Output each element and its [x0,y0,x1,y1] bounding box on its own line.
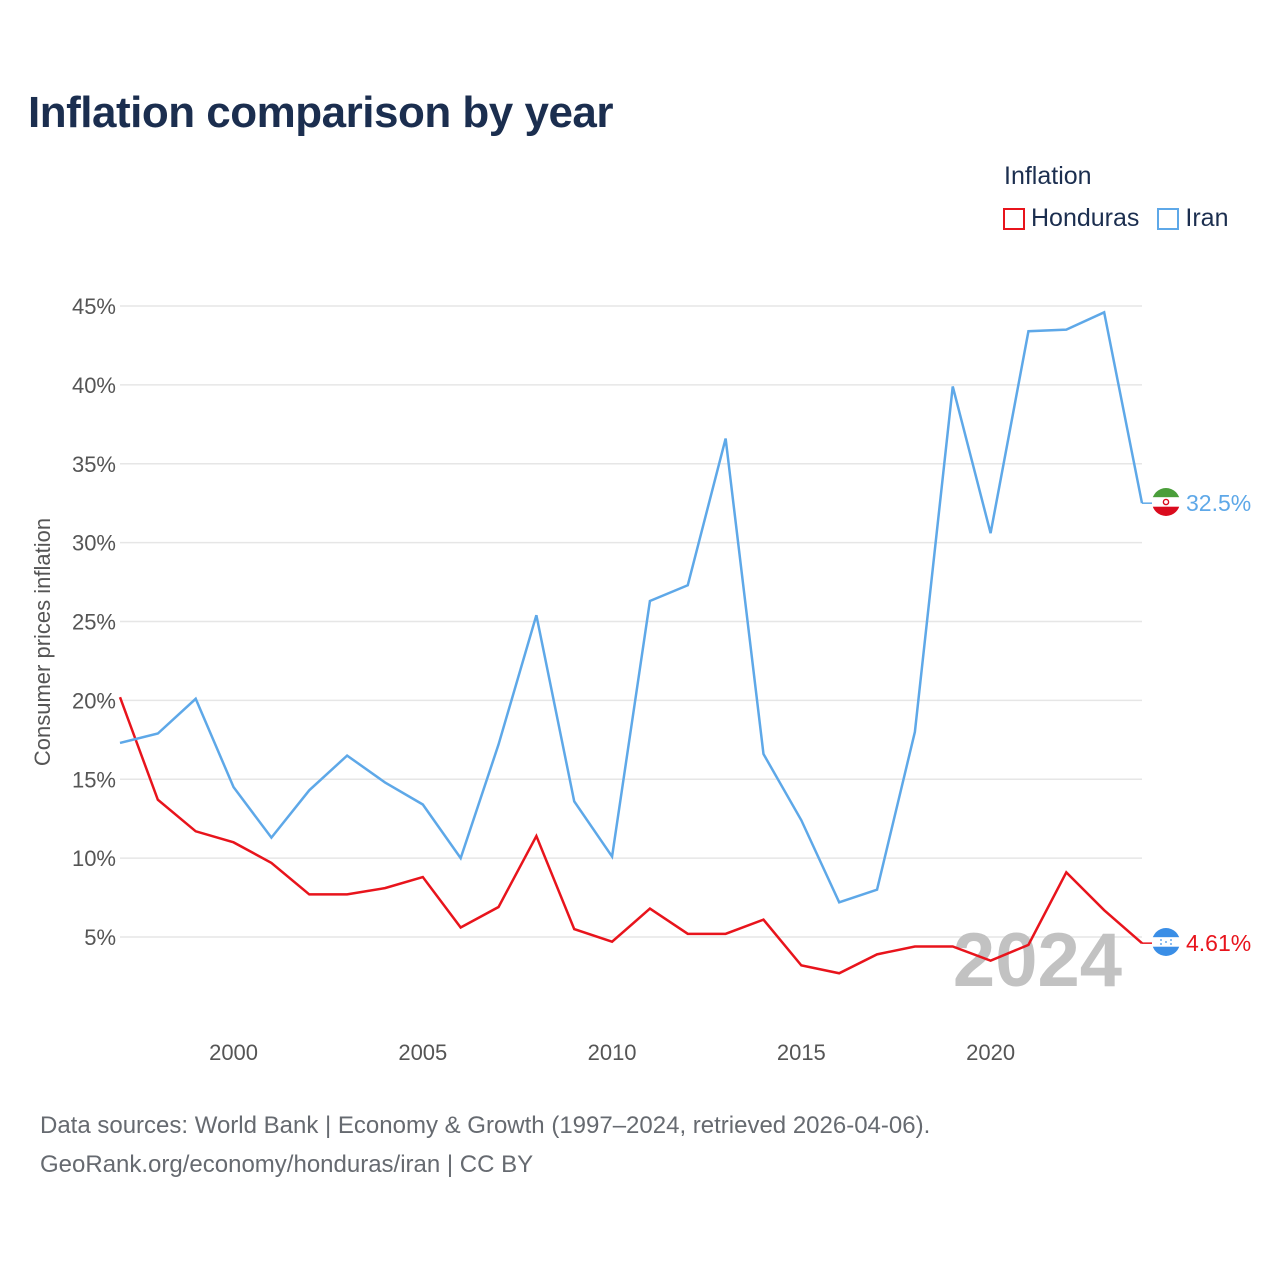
y-axis-ticks: 5% 10% 15% 20% 25% 30% 35% 40% 45% [72,294,116,950]
end-value-iran: 32.5% [1186,490,1251,516]
series-lines [118,310,1144,975]
y-tick-label: 20% [72,688,116,713]
end-value-honduras: 4.61% [1186,930,1251,956]
honduras-flag-icon [1152,928,1180,956]
y-tick-label: 45% [72,294,116,319]
x-axis-ticks: 2000 2005 2010 2015 2020 [209,1040,1015,1065]
gridlines [120,305,1142,938]
y-axis-label: Consumer prices inflation [30,518,55,766]
y-tick-label: 35% [72,452,116,477]
legend-title: Inflation [1004,162,1092,190]
y-tick-label: 40% [72,373,116,398]
footer: Data sources: World Bank | Economy & Gro… [40,1106,930,1184]
y-tick-label: 10% [72,846,116,871]
legend-swatch-iran [1157,207,1180,230]
x-tick-label: 2020 [966,1040,1015,1065]
x-tick-label: 2005 [398,1040,447,1065]
legend-label-iran: Iran [1185,204,1229,232]
end-labels: 4.61% 32.5% [1142,490,1251,956]
y-tick-label: 5% [84,925,116,950]
y-tick-label: 30% [72,531,116,556]
y-tick-label: 25% [72,610,116,635]
series-line-iran[interactable] [119,310,1144,904]
legend-label-honduras: Honduras [1031,204,1140,232]
legend-swatch-honduras [1003,207,1025,230]
legend: Honduras Iran [1003,204,1229,233]
footer-sources: Data sources: World Bank | Economy & Gro… [40,1112,931,1139]
iran-flag-icon [1152,488,1180,516]
x-tick-label: 2015 [777,1040,826,1065]
series-line-honduras[interactable] [118,696,1143,975]
x-tick-label: 2010 [588,1040,637,1065]
footer-credit[interactable]: GeoRank.org/economy/honduras/iran | CC B… [40,1151,534,1178]
year-watermark: 2024 [953,918,1122,1003]
legend-item-iran[interactable]: Iran [1157,204,1229,233]
chart-title: Inflation comparison by year [28,88,614,137]
legend-item-honduras[interactable]: Honduras [1003,204,1139,233]
x-tick-label: 2000 [209,1040,258,1065]
y-tick-label: 15% [72,767,116,792]
